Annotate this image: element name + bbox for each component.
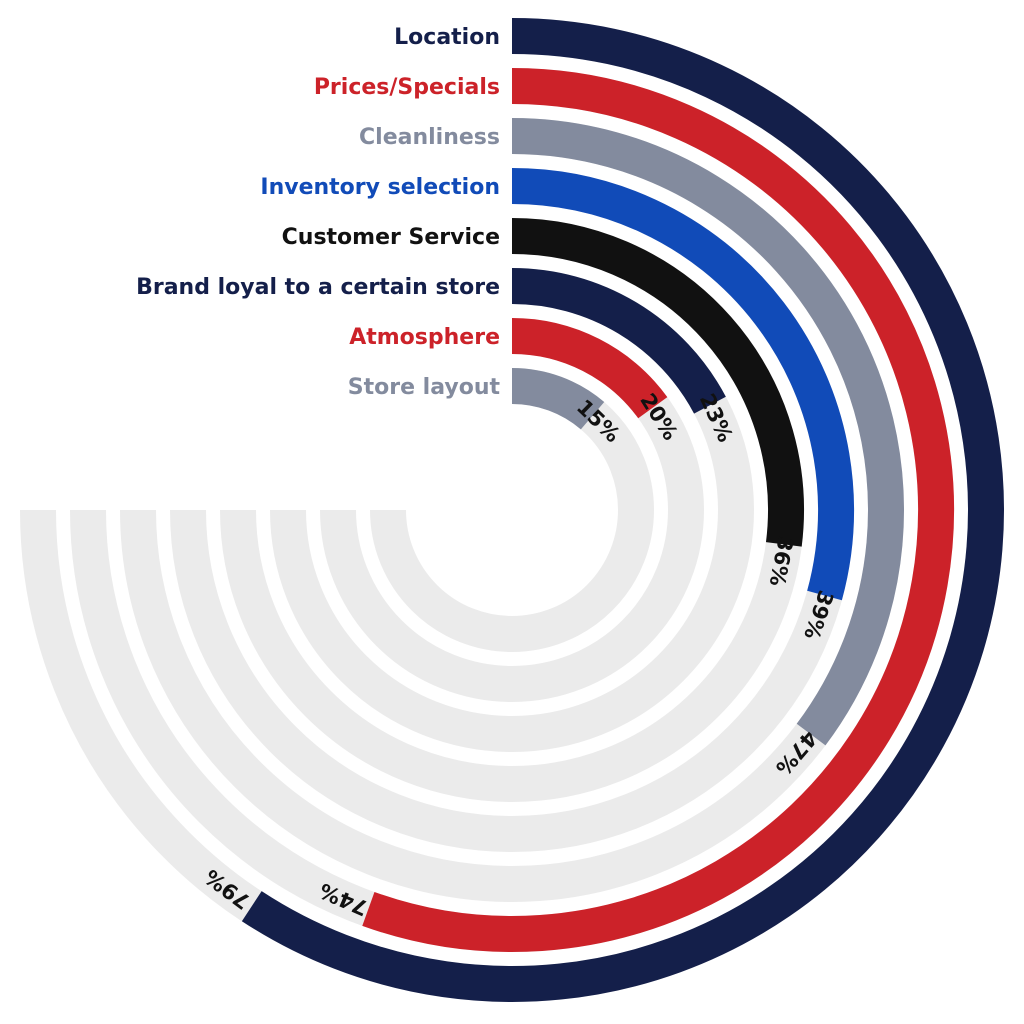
category-label-customer-service: Customer Service (282, 225, 500, 250)
bar-prices-specials (362, 68, 955, 952)
bar-layer (241, 18, 1004, 1002)
bar-atmosphere (511, 318, 668, 419)
category-label-cleanliness: Cleanliness (359, 125, 500, 150)
bar-location (241, 18, 1004, 1002)
category-label-inventory-selection: Inventory selection (260, 175, 500, 200)
category-label-prices-specials: Prices/Specials (314, 75, 500, 100)
bar-store-layout (511, 368, 605, 430)
bar-inventory-selection (511, 168, 854, 601)
category-label-layer: Location Prices/Specials Cleanliness Invent… (136, 25, 500, 400)
category-label-location: Location (394, 25, 500, 50)
bar-cleanliness (511, 118, 904, 746)
track-store-layout (370, 368, 654, 652)
bar-brand-loyal-to-a-certain-store (511, 268, 726, 414)
category-label-atmosphere: Atmosphere (349, 325, 500, 350)
bar-customer-service (511, 218, 804, 547)
category-label-store-layout: Store layout (348, 375, 501, 400)
category-label-brand-loyal-to-a-certain-store: Brand loyal to a certain store (136, 275, 500, 300)
